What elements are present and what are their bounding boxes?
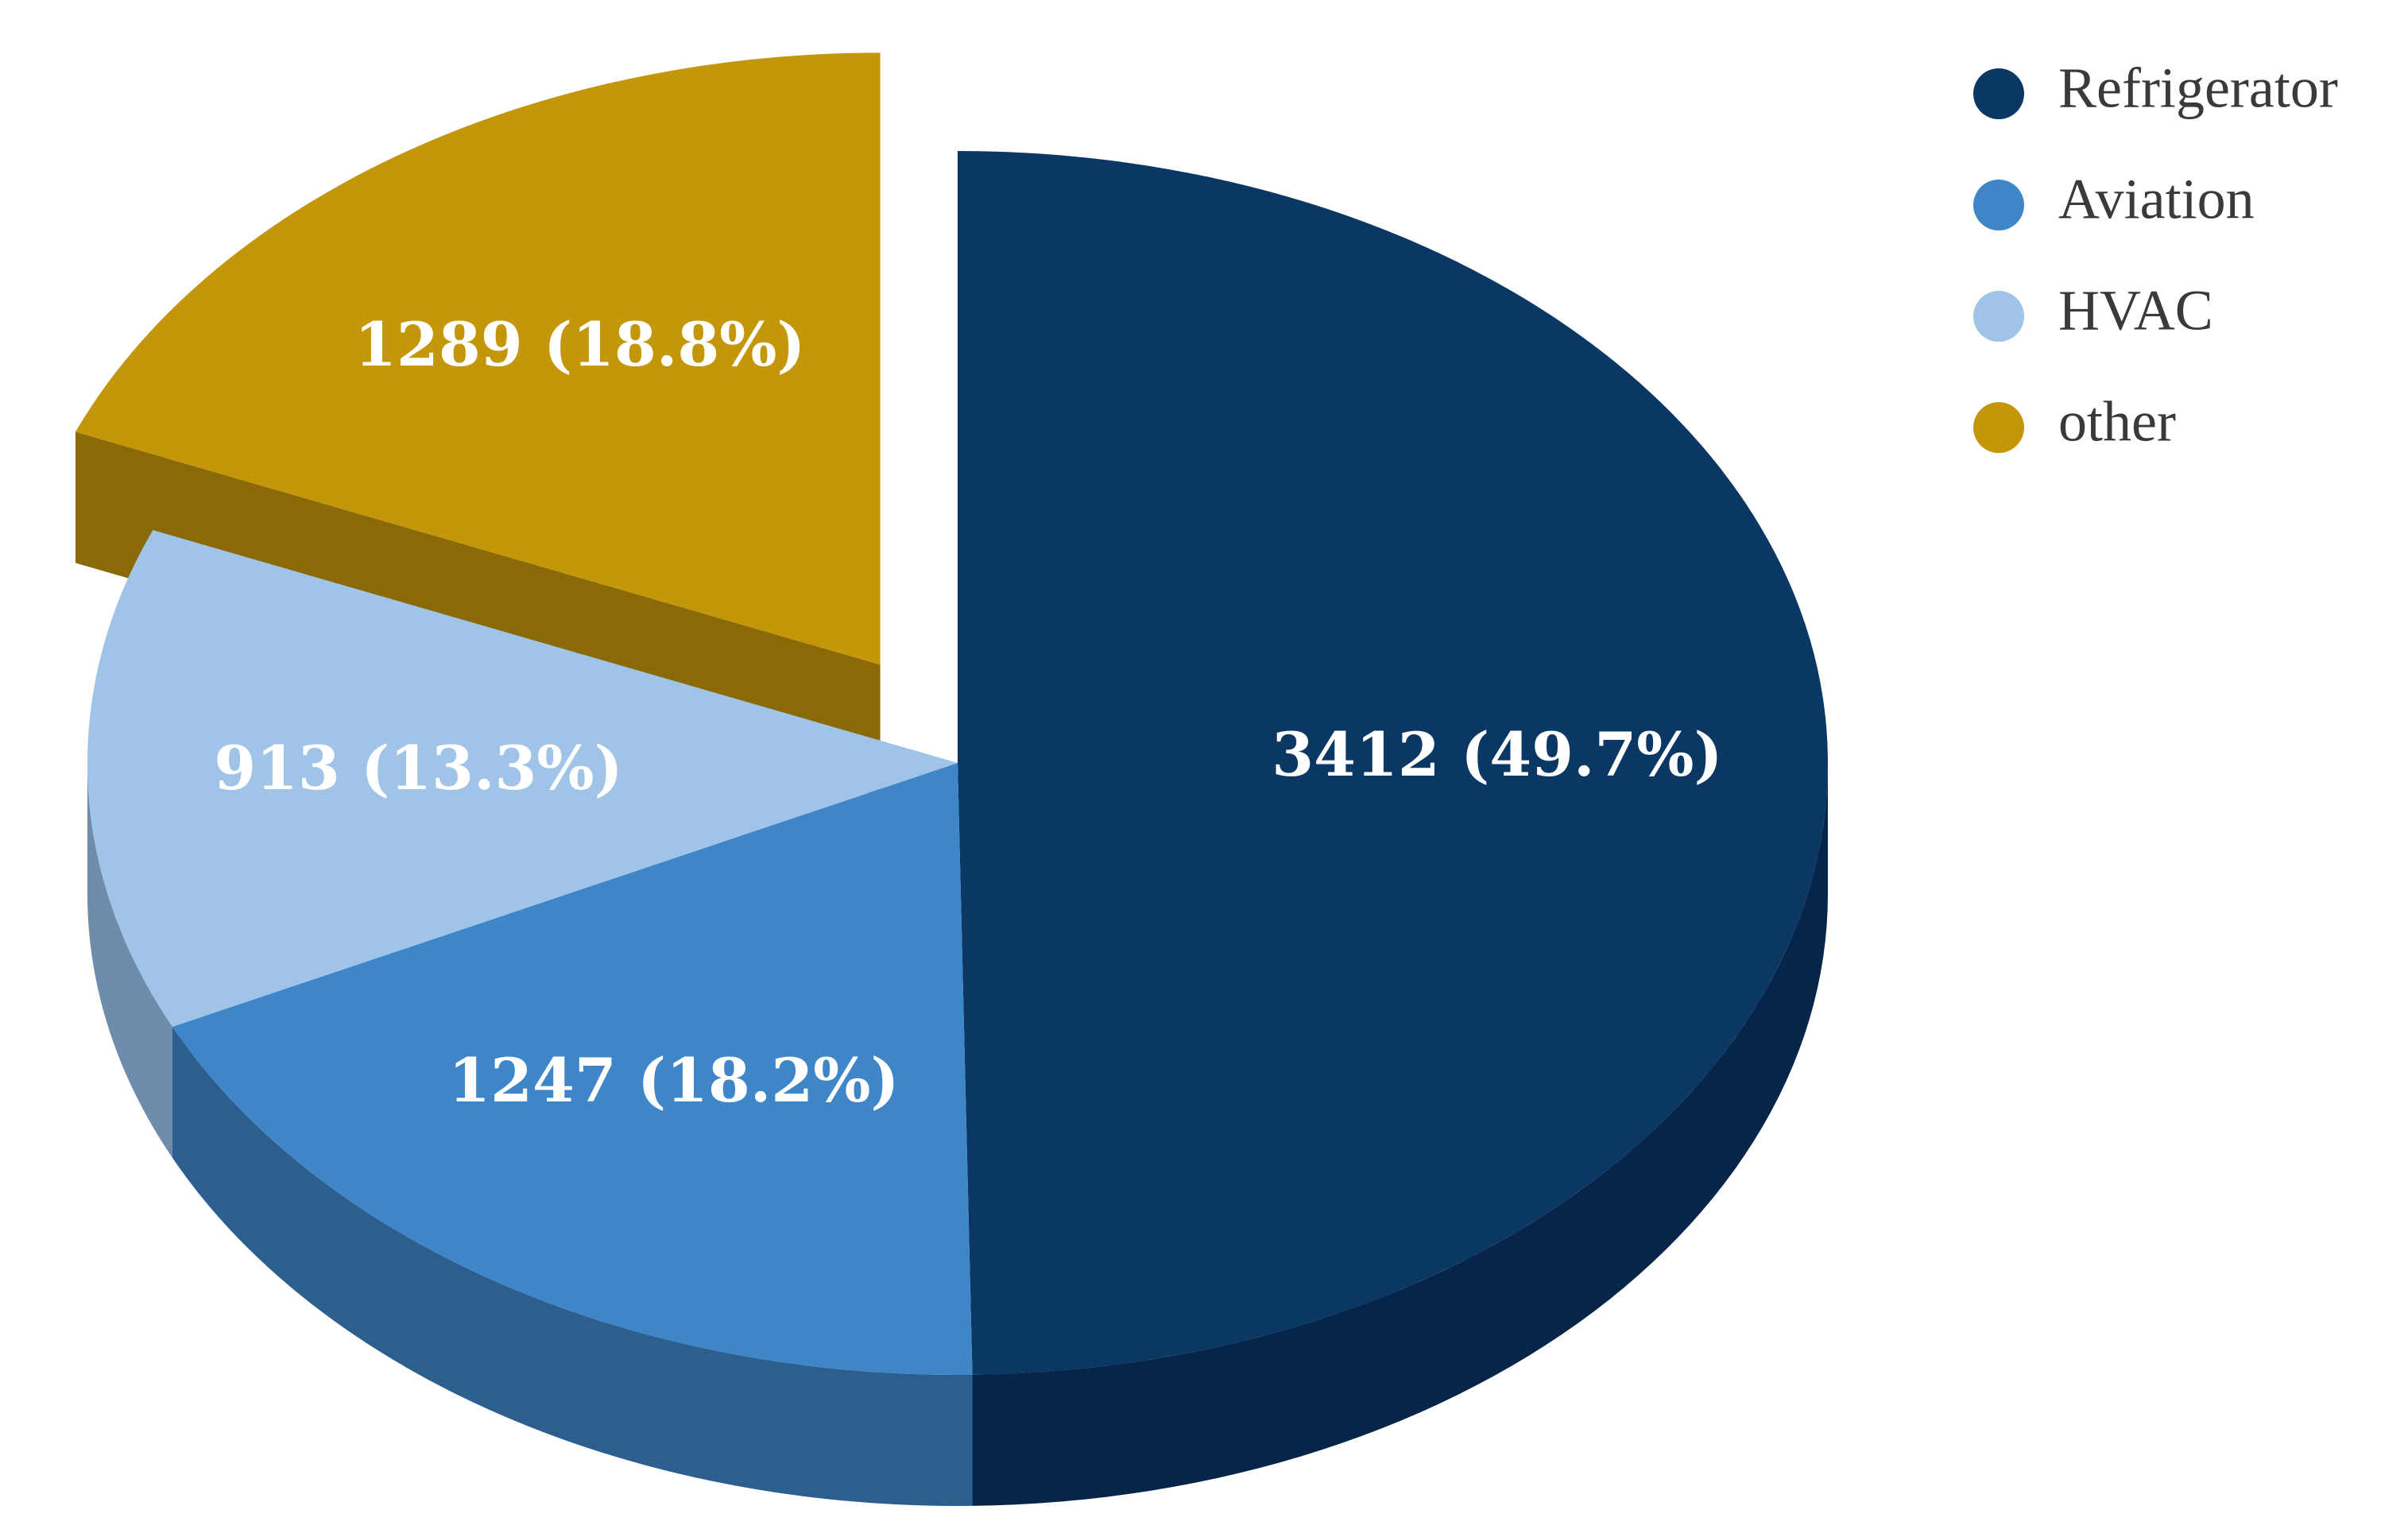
side-aviation bbox=[172, 1026, 973, 1506]
slice-hvac bbox=[87, 530, 958, 1027]
slice-aviation bbox=[172, 763, 973, 1375]
side-hvac bbox=[87, 763, 172, 1158]
legend: Refrigerator Aviation HVAC other bbox=[1973, 56, 2338, 454]
side-refrigerator bbox=[972, 763, 1828, 1506]
legend-label-aviation: Aviation bbox=[2058, 168, 2255, 231]
legend-label-other: other bbox=[2058, 390, 2176, 454]
legend-item-refrigerator: Refrigerator bbox=[1973, 56, 2338, 120]
legend-label-hvac: HVAC bbox=[2058, 279, 2213, 343]
legend-marker-aviation bbox=[1973, 180, 2024, 230]
data-label-hvac: 913 (13.3%) bbox=[214, 733, 622, 803]
legend-item-aviation: Aviation bbox=[1973, 168, 2255, 231]
slice-refrigerator bbox=[958, 151, 1828, 1375]
legend-marker-hvac bbox=[1973, 291, 2024, 342]
pie-labels: 3412 (49.7%) 1247 (18.2%) 913 (13.3%) 1289 … bbox=[214, 309, 1722, 1116]
legend-marker-refrigerator bbox=[1973, 68, 2024, 119]
data-label-aviation: 1247 (18.2%) bbox=[448, 1045, 899, 1116]
data-label-refrigerator: 3412 (49.7%) bbox=[1272, 719, 1722, 790]
pie-tops bbox=[75, 52, 1828, 1375]
data-label-other: 1289 (18.8%) bbox=[354, 309, 805, 380]
legend-item-hvac: HVAC bbox=[1973, 279, 2213, 343]
legend-label-refrigerator: Refrigerator bbox=[2058, 56, 2338, 120]
slice-other bbox=[75, 52, 881, 665]
legend-marker-other bbox=[1973, 402, 2024, 453]
legend-item-other: other bbox=[1973, 390, 2176, 454]
